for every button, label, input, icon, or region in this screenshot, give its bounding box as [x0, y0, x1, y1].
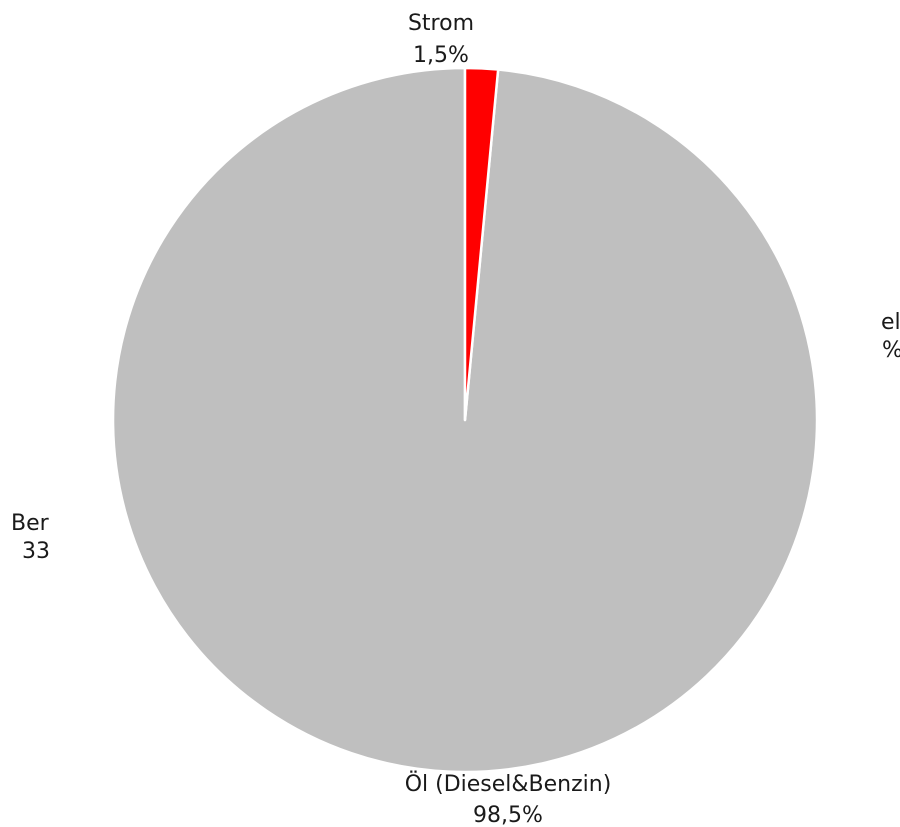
slice-label-strom-name: Strom	[408, 11, 474, 36]
slice-label-oel-name: Öl (Diesel&Benzin)	[405, 771, 612, 797]
clipped-label-left-line1: Ber	[11, 511, 50, 536]
pie-slice-strom	[463, 66, 500, 422]
clipped-label-right: el %	[881, 310, 900, 363]
clipped-label-left: Ber 33	[11, 511, 50, 564]
slice-label-strom-value: 1,5%	[413, 43, 469, 68]
clipped-label-right-line2: %	[882, 338, 900, 363]
pie-slices	[111, 66, 819, 774]
slice-label-oel-value: 98,5%	[473, 803, 543, 827]
slice-label-strom: Strom 1,5%	[408, 11, 474, 68]
clipped-label-left-line2: 33	[22, 539, 50, 564]
clipped-label-right-line1: el	[881, 310, 900, 335]
slice-label-oel: Öl (Diesel&Benzin) 98,5%	[405, 771, 612, 827]
